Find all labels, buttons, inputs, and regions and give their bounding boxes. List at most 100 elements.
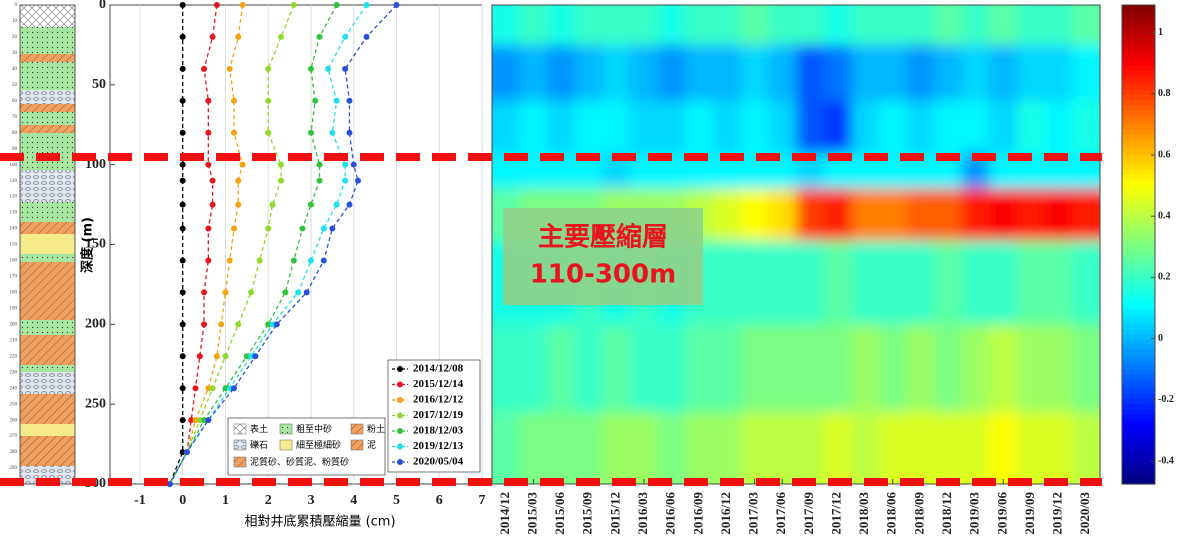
- strata-tick-label: 290: [10, 466, 18, 471]
- colorbar-slice: [1122, 74, 1155, 81]
- heat-cell: [906, 188, 935, 242]
- colorbar-slice: [1122, 349, 1155, 355]
- colorbar-slice: [1122, 204, 1155, 211]
- x-tick-label: 2: [265, 493, 272, 508]
- colorbar-slice: [1122, 314, 1155, 320]
- colorbar-slice: [1122, 399, 1155, 405]
- heat-cell: [685, 100, 714, 154]
- data-point: [256, 257, 263, 264]
- heat-cell: [961, 412, 990, 484]
- x-tick-label: 5: [393, 493, 400, 508]
- heat-cell: [823, 44, 852, 102]
- colorbar-slice: [1122, 49, 1155, 56]
- heatmap-axis: 2014/12 2015/03 2015/06 2015/09 2015/12 2016/…: [497, 479, 1092, 535]
- colorbar-slice: [1122, 94, 1155, 101]
- heat-cell: [602, 324, 631, 413]
- colorbar-slice: [1122, 174, 1155, 181]
- heat-cell: [1072, 412, 1100, 484]
- strata-tick-label: 70: [12, 115, 18, 120]
- colorbar-slice: [1122, 254, 1155, 261]
- heat-cell: [602, 44, 631, 102]
- heat-cell: [906, 240, 935, 325]
- strata-tick-label: 160: [10, 259, 18, 264]
- data-point: [248, 353, 255, 360]
- heat-cell: [851, 324, 880, 413]
- heat-cell: [878, 188, 908, 242]
- data-point: [179, 449, 186, 456]
- data-point: [342, 161, 349, 168]
- heat-cell: [492, 44, 521, 102]
- heat-cell: [1017, 100, 1046, 154]
- colorbar-slice: [1122, 54, 1155, 61]
- heat-cell: [878, 100, 908, 154]
- data-point: [316, 161, 323, 168]
- data-point: [201, 321, 208, 328]
- heat-cell: [740, 188, 769, 242]
- data-point: [205, 161, 212, 168]
- colorbar-slice: [1122, 44, 1155, 51]
- heat-cell: [1044, 5, 1073, 46]
- heat-cell: [823, 100, 852, 154]
- strata-tick-label: 60: [12, 99, 18, 104]
- data-point: [350, 161, 357, 168]
- heat-cell: [878, 44, 908, 102]
- heat-cell: [1072, 240, 1100, 325]
- strata-tick-label: 140: [10, 227, 18, 232]
- colorbar-slice: [1122, 119, 1155, 126]
- heat-cell: [1044, 412, 1073, 484]
- x-tick-label: 2018/12: [939, 492, 954, 535]
- heat-cell: [823, 240, 852, 325]
- strata-column: [19, 4, 76, 485]
- data-point: [307, 129, 314, 136]
- colorbar-tick-label: -0.4: [1158, 455, 1174, 466]
- strata-tick-label: 120: [10, 195, 18, 200]
- data-point: [226, 65, 233, 72]
- data-point: [209, 33, 216, 40]
- heat-cell: [630, 100, 659, 154]
- colorbar-slice: [1122, 469, 1155, 475]
- data-point: [205, 385, 212, 392]
- data-point: [179, 201, 186, 208]
- colorbar-slice: [1122, 229, 1155, 236]
- colorbar-slice: [1122, 439, 1155, 445]
- data-point: [243, 353, 250, 360]
- data-point: [201, 417, 208, 424]
- data-point: [342, 177, 349, 184]
- data-point: [231, 129, 237, 136]
- colorbar-tick-label: 0.2: [1158, 272, 1171, 283]
- legend-marker: [397, 366, 403, 372]
- colorbar-slice: [1122, 169, 1155, 176]
- heat-cell: [906, 412, 935, 484]
- heat-cell: [796, 240, 825, 325]
- annotation-box: [503, 208, 703, 305]
- colorbar-slice: [1122, 59, 1155, 66]
- data-point: [226, 385, 233, 392]
- colorbar-slice: [1122, 199, 1155, 206]
- heat-cell: [934, 5, 963, 46]
- colorbar-slice: [1122, 9, 1155, 16]
- legend-label: 2018/12/03: [413, 425, 464, 437]
- data-point: [213, 2, 220, 8]
- x-tick-label: 2019/06: [994, 492, 1009, 535]
- colorbar-slice: [1122, 269, 1155, 276]
- x-tick-label: -1: [134, 493, 146, 508]
- data-point: [278, 33, 285, 40]
- heat-cell: [851, 44, 880, 102]
- heat-cell: [961, 100, 990, 154]
- heat-cell: [823, 324, 852, 413]
- colorbar-slice: [1122, 279, 1155, 286]
- colorbar-slice: [1122, 274, 1155, 281]
- colorbar-slice: [1122, 459, 1155, 465]
- lithology-label: 細至極細砂: [296, 439, 341, 450]
- data-point: [231, 225, 237, 232]
- heat-cell: [1072, 5, 1100, 46]
- data-point: [209, 177, 216, 184]
- colorbar-slice: [1122, 299, 1155, 305]
- data-point: [363, 2, 370, 8]
- colorbar-tick-label: 0.6: [1158, 149, 1171, 160]
- legend-marker: [397, 443, 403, 450]
- data-point: [205, 225, 212, 232]
- data-point: [290, 257, 297, 264]
- x-tick-label: 2019/03: [967, 492, 982, 535]
